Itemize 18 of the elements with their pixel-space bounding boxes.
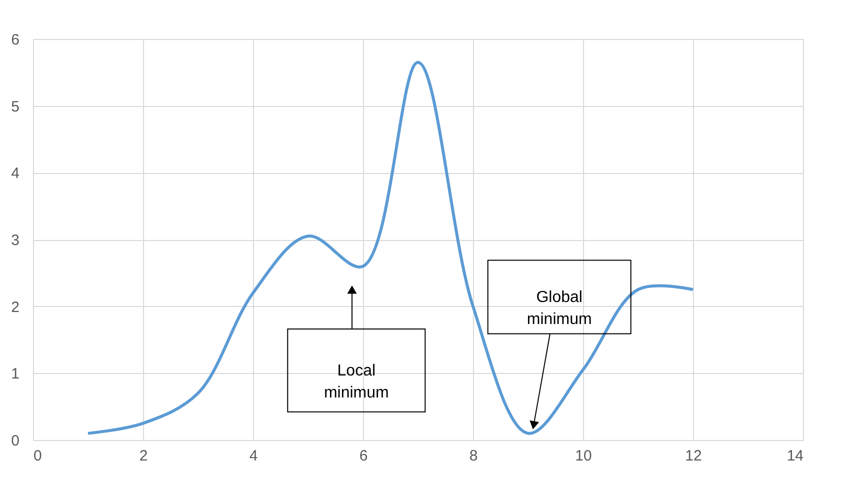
annotation: Local minimum <box>324 362 389 402</box>
x-tick-label: 10 <box>575 448 592 464</box>
x-tick-label: 2 <box>139 448 148 464</box>
y-tick-label: 1 <box>11 366 20 383</box>
y-tick-label: 3 <box>11 232 20 249</box>
x-tick-label: 12 <box>685 448 702 464</box>
x-tick-label: 8 <box>469 448 478 464</box>
x-tick-label: 4 <box>249 448 258 464</box>
x-tick-label: 6 <box>359 448 368 464</box>
y-tick-label: 4 <box>11 165 20 182</box>
y-tick-label: 0 <box>11 432 20 450</box>
annotation: Global minimum <box>526 288 592 328</box>
y-tick-label: 6 <box>11 32 20 48</box>
y-tick-label: 5 <box>11 98 20 116</box>
x-tick-label: 14 <box>786 448 804 464</box>
x-tick-label: 0 <box>34 448 42 464</box>
line-series <box>86 60 694 435</box>
y-tick-label: 2 <box>11 298 20 316</box>
